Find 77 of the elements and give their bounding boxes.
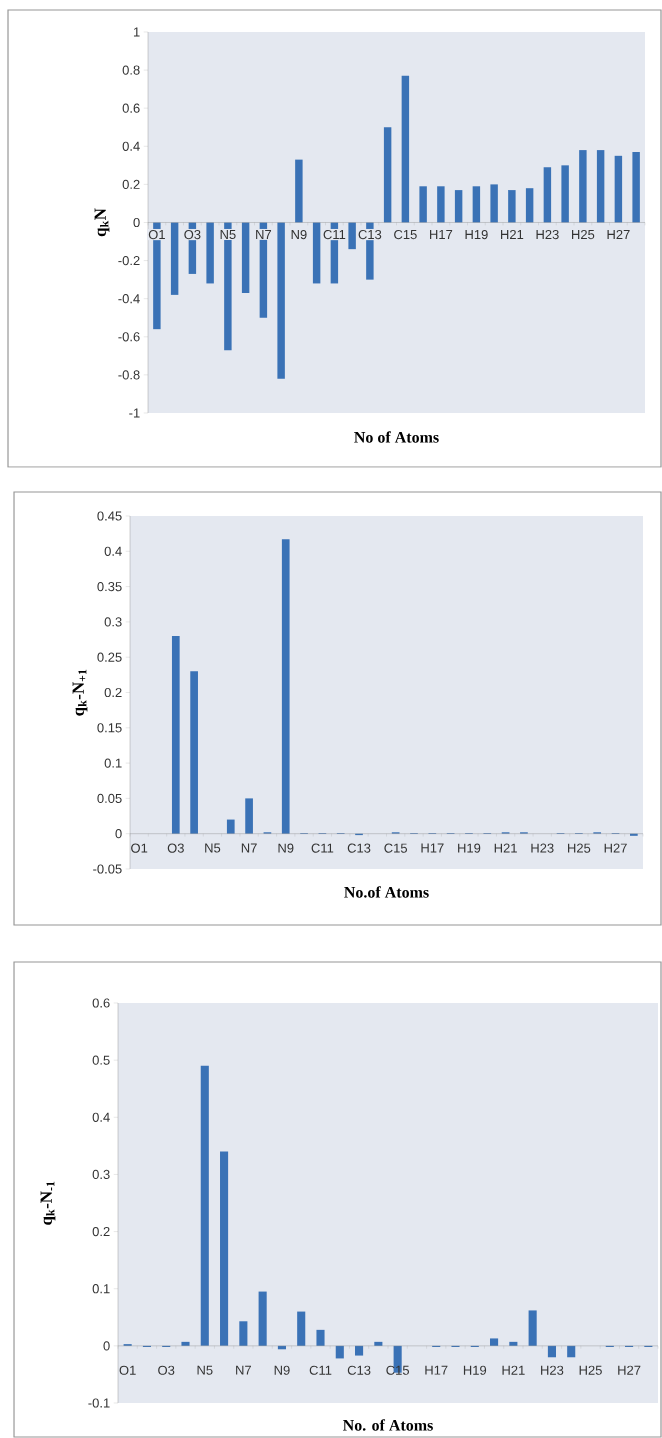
y-tick-label: 0: [115, 829, 122, 839]
x-tick-label: H19: [463, 1365, 487, 1375]
x-tick-label: O1: [148, 229, 165, 240]
x-tick-label: C15: [384, 843, 408, 853]
y-tick-label: 1: [133, 27, 140, 37]
x-tick-label: N5: [197, 1365, 213, 1375]
y-axis-title: q$_{k}$N: [94, 208, 110, 237]
x-tick-label: C13: [347, 843, 371, 853]
y-tick-label: 0.1: [104, 758, 122, 768]
x-tick-label: N9: [291, 229, 307, 240]
y-tick-label: 0.3: [104, 617, 122, 627]
y-tick-label: -0.05: [93, 864, 122, 874]
x-tick-label: N9: [274, 1365, 290, 1375]
y-tick-label: 0.1: [92, 1284, 110, 1294]
y-tick-label: 0.8: [122, 65, 140, 75]
x-tick-label: N5: [205, 843, 221, 853]
x-tick-label: H27: [604, 843, 627, 853]
x-tick-label: H27: [607, 229, 630, 240]
y-axis-title: q$_{k}$-N$_{-1}$: [40, 1181, 56, 1225]
y-tick-label: 0: [133, 217, 140, 228]
x-tick-label: H23: [536, 229, 559, 240]
y-tick-label: 0.25: [97, 652, 122, 662]
x-tick-label: H21: [494, 843, 517, 853]
x-tick-label: O1: [119, 1365, 136, 1375]
y-tick-label: 0.4: [104, 546, 122, 556]
y-tick-label: -0.8: [118, 370, 140, 380]
x-tick-label: O3: [158, 1365, 175, 1375]
y-tick-label: 0.15: [97, 723, 122, 733]
y-tick-label: 0.05: [97, 793, 122, 803]
x-tick-label: C13: [347, 1365, 371, 1375]
x-tick-label: N7: [256, 229, 272, 239]
x-tick-label: H17: [430, 229, 453, 239]
x-tick-label: H25: [579, 1365, 602, 1375]
y-tick-label: -0.6: [118, 332, 140, 342]
y-tick-label: 0.2: [122, 179, 140, 189]
y-tick-label: 0: [103, 1341, 110, 1351]
x-axis-title: No. of Atoms: [342, 1419, 433, 1431]
y-tick-label: -0.1: [88, 1398, 110, 1408]
x-axis-title: No.of Atoms: [344, 886, 429, 898]
y-tick-label: -0.2: [118, 255, 140, 266]
y-tick-label: 0.45: [97, 511, 122, 521]
x-tick-label: H19: [465, 229, 488, 240]
x-axis-title: No of Atoms: [354, 431, 439, 443]
x-tick-label: O1: [131, 843, 148, 853]
y-tick-label: -0.4: [118, 294, 140, 304]
x-tick-label: H27: [618, 1365, 641, 1375]
x-tick-label: C13: [358, 229, 382, 240]
x-tick-label: N5: [220, 229, 236, 240]
x-tick-label: C11: [323, 229, 346, 240]
y-tick-label: 0.2: [104, 687, 122, 698]
x-tick-label: H17: [421, 843, 444, 853]
x-tick-label: H23: [541, 1365, 564, 1375]
y-tick-label: 0.2: [92, 1226, 110, 1237]
y-tick-label: 0.6: [122, 103, 140, 113]
x-tick-label: H21: [502, 1365, 525, 1375]
y-tick-label: 0.3: [92, 1169, 110, 1180]
y-tick-label: 0.4: [92, 1112, 110, 1122]
x-tick-label: O3: [184, 229, 201, 240]
x-tick-label: N9: [278, 843, 294, 853]
x-tick-label: H25: [568, 843, 591, 853]
x-tick-label: N7: [241, 843, 257, 853]
x-tick-label: H25: [572, 229, 595, 240]
x-tick-label: H19: [458, 843, 481, 853]
x-tick-label: O3: [167, 843, 184, 853]
x-tick-label: N7: [236, 1365, 252, 1375]
x-tick-label: C11: [311, 843, 334, 853]
y-tick-label: 0.35: [97, 581, 122, 592]
x-tick-label: C11: [309, 1365, 332, 1375]
y-tick-label: -1: [129, 408, 140, 418]
x-tick-label: H21: [501, 229, 524, 240]
y-axis-title: q$_{k}$-N$_{+1}$: [72, 669, 88, 716]
y-tick-label: 0.6: [92, 998, 110, 1008]
x-tick-label: H17: [425, 1365, 448, 1375]
y-tick-label: 0.5: [92, 1055, 110, 1065]
x-tick-label: H23: [531, 843, 554, 853]
y-tick-label: 0.4: [122, 141, 140, 151]
x-tick-label: C15: [394, 229, 417, 240]
